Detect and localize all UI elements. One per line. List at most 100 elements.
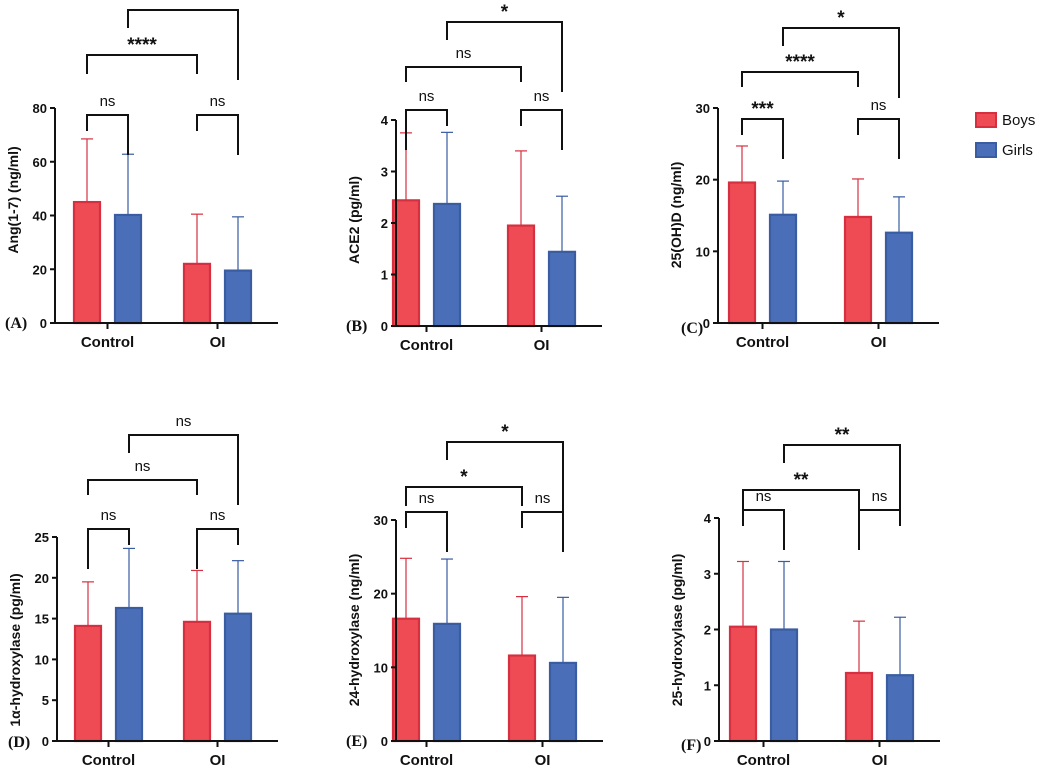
significance-label: * [501,422,509,443]
panel-1: 0 1 2 3 4 Control OI ACE2 (pg/ml) (B) ns ns ns * [346,2,602,354]
panel-label: (B) [346,318,367,335]
bar [113,213,143,325]
y-tick-label: 40 [33,209,47,224]
significance-label: ns [756,488,772,505]
significance-bracket [446,441,564,512]
x-tick-label: Control [81,334,134,351]
significance-label: * [460,467,468,488]
y-tick-label: 30 [374,513,388,528]
y-tick-label: 5 [42,693,49,708]
bar [73,624,103,743]
y-tick-label: 1 [381,268,388,283]
significance-bracket [857,118,900,159]
significance-bracket [405,66,522,82]
significance-bracket [405,511,448,552]
bar [727,181,757,325]
x-tick-label: OI [871,334,887,351]
x-tick-label: Control [736,334,789,351]
panel-4: 0 10 20 30 Control OI 24-hydroxylase (ng/ml) (E… [346,422,603,769]
x-tick-label: OI [210,334,226,351]
bar [432,622,462,743]
panel-label: (A) [5,315,27,332]
significance-label: ns [535,490,551,507]
y-tick-label: 80 [33,101,47,116]
y-tick-label: 3 [704,567,711,582]
significance-label: **** [785,52,815,73]
significance-label: *** [751,99,774,120]
panel-5: 0 1 2 3 4 Control OI 25-hydroxylase (pg/ml) (F) n… [669,425,940,769]
significance-bracket [741,71,859,87]
bar [547,250,577,328]
bar [182,262,212,325]
y-tick-label: 20 [33,262,47,277]
bar [391,617,421,743]
significance-bracket [742,489,860,509]
panel-3: 0 5 10 15 20 25 Control OI 1α-hydroxylase (pg/ml… [7,413,278,769]
x-tick-label: OI [872,752,888,769]
y-tick-label: 3 [381,165,388,180]
x-tick-label: Control [737,752,790,769]
y-tick-label: 10 [374,660,388,675]
significance-bracket [196,528,239,569]
y-tick-label: 1 [704,678,711,693]
bar [844,671,874,743]
y-tick-label: 60 [33,155,47,170]
y-tick-label: 20 [696,173,710,188]
significance-label: ns [176,413,192,430]
significance-label: ns [135,458,151,475]
bar [432,202,462,328]
significance-label: ns [419,88,435,105]
significance-label: ** [794,470,809,491]
significance-label: **** [127,35,157,56]
significance-label: * [837,8,845,29]
x-tick-label: OI [535,752,551,769]
y-tick-label: 0 [42,734,49,749]
significance-bracket [520,109,563,150]
bar [72,200,102,325]
y-axis-label: 1α-hydroxylase (pg/ml) [7,573,23,726]
y-tick-label: 15 [35,612,49,627]
y-tick-label: 0 [381,319,388,334]
bar [223,269,253,325]
significance-bracket [127,9,239,80]
significance-bracket [782,27,900,98]
significance-bracket [87,528,130,569]
bar [506,224,536,328]
bar [223,612,253,743]
significance-bracket [521,511,564,552]
panel-0: 0 20 40 60 80 Control OI Ang(1-7) (ng/ml) (A) ns n… [5,0,278,351]
significance-bracket [86,54,198,74]
significance-bracket [741,118,784,159]
x-tick-label: OI [210,752,226,769]
y-tick-label: 25 [35,530,49,545]
significance-bracket [742,509,785,550]
bar [769,628,799,743]
bar [728,625,758,743]
x-tick-label: OI [534,337,550,354]
y-tick-label: 10 [35,652,49,667]
bar [885,674,915,743]
bar [768,213,798,325]
y-axis-label: ACE2 (pg/ml) [346,176,362,264]
y-tick-label: 30 [696,101,710,116]
y-tick-label: 0 [381,734,388,749]
bar [843,215,873,325]
bar [884,231,914,325]
significance-bracket [86,114,129,155]
y-tick-label: 0 [704,734,711,749]
significance-bracket [405,109,448,150]
legend-label: Girls [1002,142,1033,159]
y-axis-label: 24-hydroxylase (ng/ml) [346,554,362,707]
legend-label: Boys [1002,112,1035,129]
y-tick-label: 4 [704,511,712,526]
legend-swatch [975,142,997,158]
bar [182,620,212,743]
significance-label: **** [168,0,198,11]
bar [548,661,578,743]
significance-label: ** [835,425,850,446]
significance-label: ns [419,490,435,507]
legend-swatch [975,112,997,128]
y-tick-label: 2 [704,623,711,638]
y-axis-label: Ang(1-7) (ng/ml) [5,146,21,253]
panel-label: (E) [346,733,367,750]
